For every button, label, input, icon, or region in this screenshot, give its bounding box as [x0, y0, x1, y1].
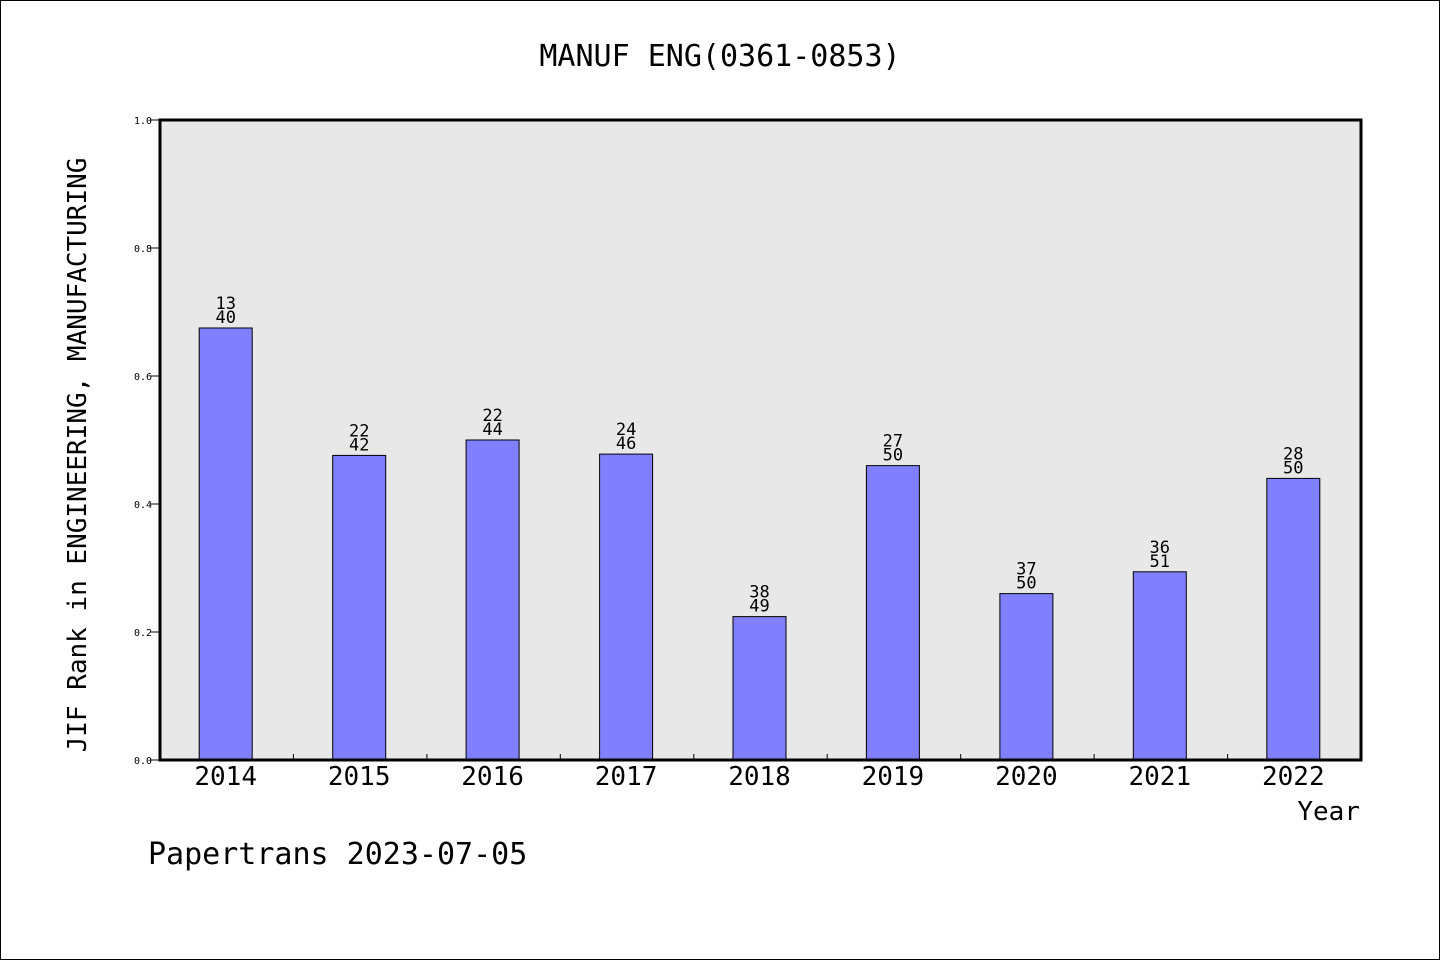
data-label-rank-2015: 22	[349, 421, 369, 441]
y-tick-label-1.0: 1.0	[134, 116, 152, 127]
bar-2014	[198, 327, 253, 761]
x-tick-label-2021: 2021	[1128, 762, 1191, 792]
x-tick-label-2020: 2020	[995, 762, 1058, 792]
data-label-rank-2019: 27	[883, 432, 903, 452]
x-tick-label-2015: 2015	[328, 762, 391, 792]
data-label-rank-2018: 38	[749, 583, 769, 603]
x-tick-label-2014: 2014	[194, 762, 257, 792]
data-label-rank-2021: 36	[1150, 538, 1170, 558]
x-tick-label-2016: 2016	[461, 762, 524, 792]
bar-2020	[999, 593, 1054, 761]
plot-border	[158, 118, 1363, 762]
bar-2022	[1266, 477, 1321, 761]
bar-2017	[599, 453, 654, 761]
data-label-rank-2014: 13	[215, 294, 235, 314]
data-label-total-2020: 50	[1016, 574, 1036, 594]
data-label-rank-2016: 22	[482, 406, 502, 426]
x-tick-label-2022: 2022	[1262, 762, 1325, 792]
data-label-total-2018: 49	[749, 597, 769, 617]
data-label-total-2017: 46	[616, 434, 636, 454]
chart-title: MANUF ENG(0361-0853)	[539, 39, 900, 74]
bar-2015	[332, 454, 387, 761]
data-label-rank-2020: 37	[1016, 560, 1036, 580]
x-tick-label-2019: 2019	[862, 762, 925, 792]
data-label-total-2022: 50	[1283, 458, 1303, 478]
x-tick-label-2017: 2017	[595, 762, 658, 792]
footer-text: Papertrans 2023-07-05	[148, 837, 527, 872]
bar-2016	[465, 439, 520, 761]
bar-2019	[865, 465, 920, 761]
data-label-rank-2022: 28	[1283, 444, 1303, 464]
y-axis-label: JIF Rank in ENGINEERING, MANUFACTURING	[63, 158, 93, 753]
x-tick-label-2018: 2018	[728, 762, 791, 792]
data-label-rank-2017: 24	[616, 420, 636, 440]
data-label-total-2021: 51	[1150, 552, 1170, 572]
bar-2018	[732, 616, 787, 761]
y-tick-label-0.0: 0.0	[134, 756, 152, 767]
bar-2021	[1132, 571, 1187, 761]
data-label-total-2019: 50	[883, 446, 903, 466]
y-tick-label-0.4: 0.4	[134, 500, 152, 511]
data-label-total-2015: 42	[349, 435, 369, 455]
y-tick-label-0.6: 0.6	[134, 372, 152, 383]
y-tick-label-0.8: 0.8	[134, 244, 152, 255]
data-label-total-2016: 44	[482, 420, 502, 440]
y-tick-label-0.2: 0.2	[134, 628, 152, 639]
x-axis-label: Year	[1297, 797, 1360, 827]
data-label-total-2014: 40	[215, 308, 235, 328]
